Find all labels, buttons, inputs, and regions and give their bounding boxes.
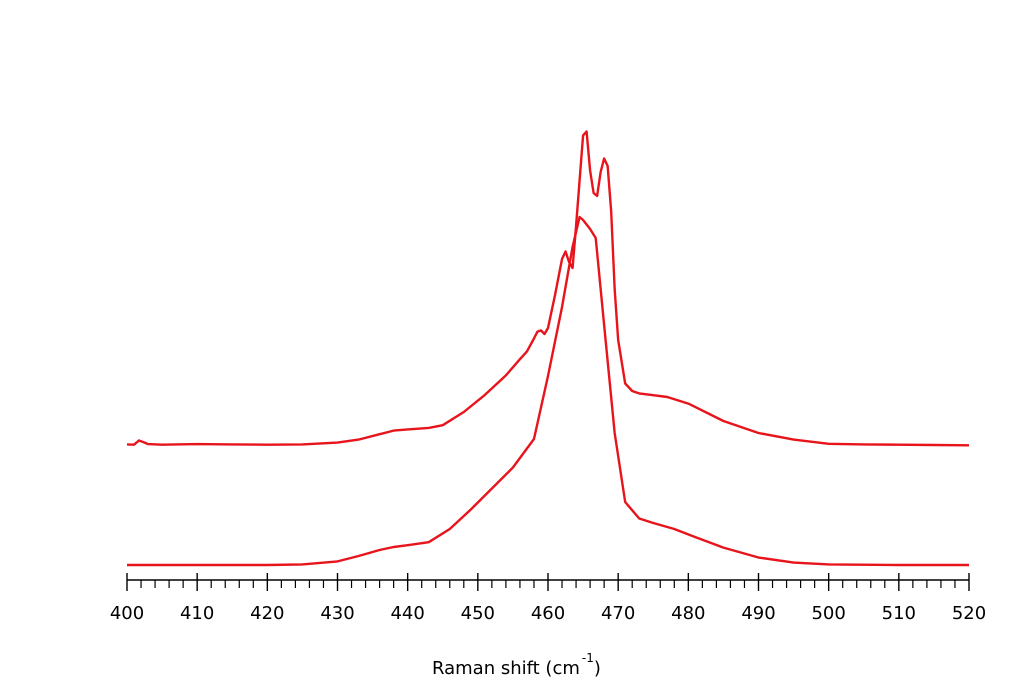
- x-tick-label: 400: [110, 603, 144, 624]
- x-axis: 400 410 420 430 440 450 460 470 480 490 500 510 520: [110, 573, 986, 624]
- series-line-2: [127, 215, 969, 567]
- x-axis-title: Raman shift (cm -1): [432, 651, 601, 679]
- x-tick-label: 490: [741, 603, 775, 624]
- x-tick-label: 500: [811, 603, 845, 624]
- x-tick-label: 430: [320, 603, 354, 624]
- x-tick-label: 480: [671, 603, 705, 624]
- x-tick-label: 520: [952, 603, 986, 624]
- x-tick-label: 510: [882, 603, 916, 624]
- x-tick-label: 420: [250, 603, 284, 624]
- series-layer: [126, 130, 970, 567]
- x-tick-label: 460: [531, 603, 565, 624]
- x-tick-label: 450: [461, 603, 495, 624]
- x-tick-label: 470: [601, 603, 635, 624]
- x-tick-label: 440: [390, 603, 424, 624]
- series-line-1: [126, 130, 970, 447]
- x-axis-title-close: ): [594, 658, 601, 679]
- x-axis-title-superscript: -1: [582, 651, 594, 665]
- x-axis-title-main: Raman shift (cm: [432, 658, 580, 679]
- x-tick-label: 410: [180, 603, 214, 624]
